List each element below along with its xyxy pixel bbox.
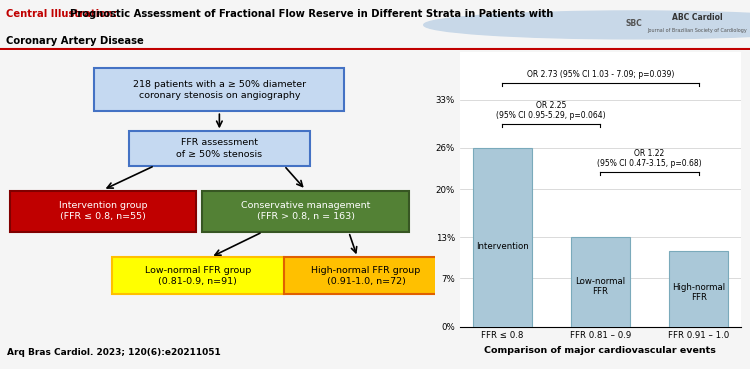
Text: Intervention: Intervention	[476, 242, 529, 251]
Text: Coronary Artery Disease: Coronary Artery Disease	[6, 36, 144, 46]
Circle shape	[424, 11, 750, 39]
Text: Arq Bras Cardiol. 2023; 120(6):e20211051: Arq Bras Cardiol. 2023; 120(6):e20211051	[7, 348, 220, 357]
Text: High-normal FFR group
(0.91-1.0, n=72): High-normal FFR group (0.91-1.0, n=72)	[311, 266, 421, 286]
Text: Journal of Brazilian Society of Cardiology: Journal of Brazilian Society of Cardiolo…	[647, 28, 747, 33]
Text: Low-normal
FFR: Low-normal FFR	[575, 277, 626, 296]
FancyBboxPatch shape	[94, 68, 344, 111]
FancyBboxPatch shape	[10, 191, 196, 232]
Bar	[472, 148, 532, 327]
Text: High-normal
FFR: High-normal FFR	[672, 283, 725, 302]
Text: FFR assessment
of ≥ 50% stenosis: FFR assessment of ≥ 50% stenosis	[176, 138, 262, 159]
Text: OR 2.25
(95% CI 0.95-5.29, p=0.064): OR 2.25 (95% CI 0.95-5.29, p=0.064)	[496, 101, 606, 120]
Bar	[669, 251, 728, 327]
Text: ABC Cardiol: ABC Cardiol	[672, 13, 723, 22]
Text: Prognostic Assessment of Fractional Flow Reserve in Different Strata in Patients: Prognostic Assessment of Fractional Flow…	[70, 9, 553, 19]
FancyBboxPatch shape	[202, 191, 409, 232]
Text: Intervention group
(FFR ≤ 0.8, n=55): Intervention group (FFR ≤ 0.8, n=55)	[58, 201, 147, 221]
FancyBboxPatch shape	[112, 257, 284, 294]
Text: 218 patients with a ≥ 50% diameter
coronary stenosis on angiography: 218 patients with a ≥ 50% diameter coron…	[133, 80, 306, 100]
Bar	[571, 237, 630, 327]
X-axis label: Comparison of major cardiovascular events: Comparison of major cardiovascular event…	[484, 346, 716, 355]
Text: Low-normal FFR group
(0.81-0.9, n=91): Low-normal FFR group (0.81-0.9, n=91)	[145, 266, 251, 286]
Text: OR 1.22
(95% CI 0.47-3.15, p=0.68): OR 1.22 (95% CI 0.47-3.15, p=0.68)	[597, 149, 702, 169]
FancyBboxPatch shape	[129, 131, 310, 166]
Text: SBC: SBC	[626, 20, 642, 28]
Text: OR 2.73 (95% CI 1.03 - 7.09; p=0.039): OR 2.73 (95% CI 1.03 - 7.09; p=0.039)	[526, 70, 674, 79]
FancyBboxPatch shape	[284, 257, 448, 294]
Text: Central Illustration:: Central Illustration:	[6, 9, 121, 19]
Text: Conservative management
(FFR > 0.8, n = 163): Conservative management (FFR > 0.8, n = …	[241, 201, 370, 221]
